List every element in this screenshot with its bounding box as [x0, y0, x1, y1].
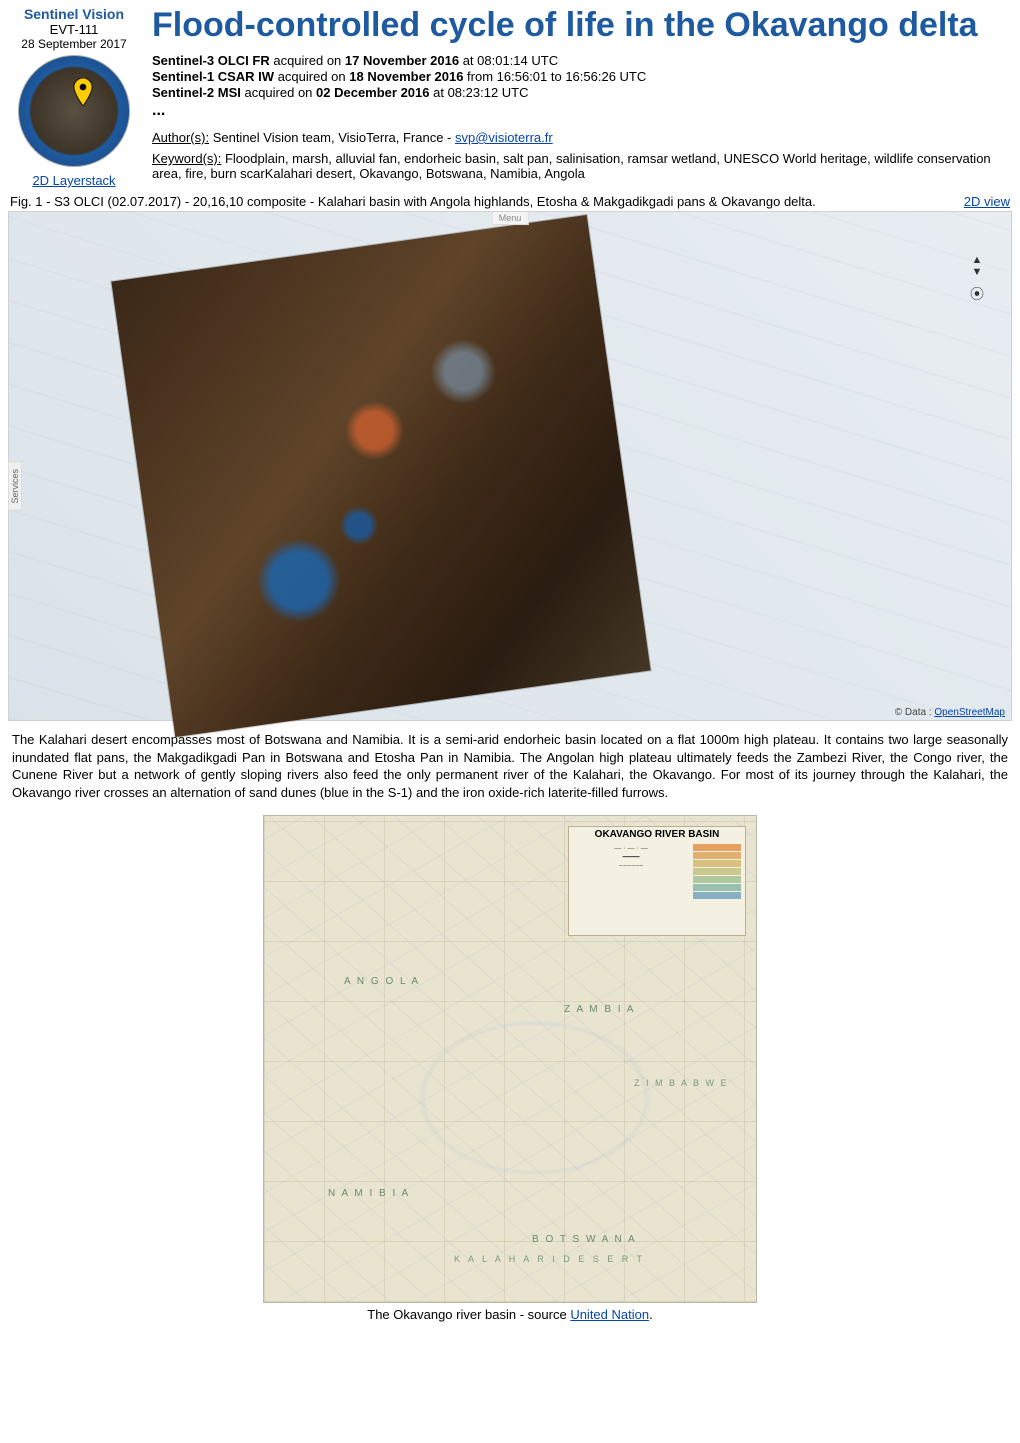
map-menu-tab[interactable]: Menu: [492, 212, 529, 225]
map-legend-box: OKAVANGO RIVER BASIN — · — · —━━━━~~~~~~: [568, 826, 746, 936]
left-sidebar: Sentinel Vision EVT-111 28 September 201…: [8, 6, 140, 188]
okavango-basin-map[interactable]: OKAVANGO RIVER BASIN — · — · —━━━━~~~~~~…: [263, 815, 757, 1303]
issue-date: 28 September 2017: [8, 37, 140, 51]
layerstack-link[interactable]: 2D Layerstack: [32, 173, 115, 188]
author-line: Author(s): Sentinel Vision team, VisioTe…: [152, 130, 1012, 145]
country-label: N A M I B I A: [328, 1188, 410, 1199]
acq-date: 02 December 2016: [316, 85, 429, 100]
fig1-2d-view-link[interactable]: 2D view: [964, 194, 1010, 209]
acq-date: 18 November 2016: [349, 69, 463, 84]
legend-title: OKAVANGO RIVER BASIN: [569, 827, 745, 842]
legend-swatch: [693, 852, 741, 859]
compass-icon: ⦿: [963, 254, 991, 298]
acq-date: 17 November 2016: [345, 53, 459, 68]
sensor-name: Sentinel-1 CSAR IW: [152, 69, 274, 84]
author-label: Author(s):: [152, 130, 209, 145]
author-email-link[interactable]: svp@visioterra.fr: [455, 130, 553, 145]
legend-swatch: [693, 860, 741, 867]
more-ellipsis[interactable]: ...: [152, 102, 1012, 120]
country-label: Z A M B I A: [564, 1004, 635, 1015]
country-label: B O T S W A N A: [532, 1234, 637, 1245]
brand-title: Sentinel Vision: [8, 6, 140, 22]
legend-text: — · — · —━━━━~~~~~~: [573, 844, 689, 899]
keyword-label: Keyword(s):: [152, 151, 221, 166]
country-label: A N G O L A: [344, 976, 420, 987]
satellite-composite-figure[interactable]: Menu Services ⦿ © Data : OpenStreetMap: [8, 211, 1012, 721]
sensor-name: Sentinel-2 MSI: [152, 85, 241, 100]
legend-swatch: [693, 868, 741, 875]
acquisition-line: Sentinel-1 CSAR IW acquired on 18 Novemb…: [152, 69, 1012, 84]
satellite-tile-overlay: [111, 215, 650, 737]
page-title: Flood-controlled cycle of life in the Ok…: [152, 6, 1012, 45]
country-label: Z I M B A B W E: [634, 1078, 729, 1088]
map-marker-icon: [73, 78, 93, 106]
fig1-caption: Fig. 1 - S3 OLCI (02.07.2017) - 20,16,10…: [10, 194, 816, 209]
main-header: Flood-controlled cycle of life in the Ok…: [152, 6, 1012, 188]
keyword-line: Keyword(s): Floodplain, marsh, alluvial …: [152, 151, 1012, 181]
body-paragraph: The Kalahari desert encompasses most of …: [12, 731, 1008, 801]
okavango-basin-figure: OKAVANGO RIVER BASIN — · — · —━━━━~~~~~~…: [8, 815, 1012, 1322]
legend-swatches: [693, 844, 741, 899]
un-source-link[interactable]: United Nation: [570, 1307, 649, 1322]
legend-swatch: [693, 844, 741, 851]
evt-id: EVT-111: [8, 22, 140, 37]
globe-minimap[interactable]: [18, 55, 130, 167]
legend-swatch: [693, 892, 741, 899]
acquisition-line: Sentinel-3 OLCI FR acquired on 17 Novemb…: [152, 53, 1012, 68]
map-attribution: © Data : OpenStreetMap: [895, 707, 1005, 718]
legend-swatch: [693, 884, 741, 891]
sensor-name: Sentinel-3 OLCI FR: [152, 53, 270, 68]
legend-swatch: [693, 876, 741, 883]
fig2-caption: The Okavango river basin - source United…: [8, 1307, 1012, 1322]
region-label: K A L A H A R I D E S E R T: [454, 1254, 645, 1264]
acquisition-line: Sentinel-2 MSI acquired on 02 December 2…: [152, 85, 1012, 100]
osm-credit-link[interactable]: OpenStreetMap: [934, 707, 1005, 718]
services-tab[interactable]: Services: [8, 462, 22, 511]
